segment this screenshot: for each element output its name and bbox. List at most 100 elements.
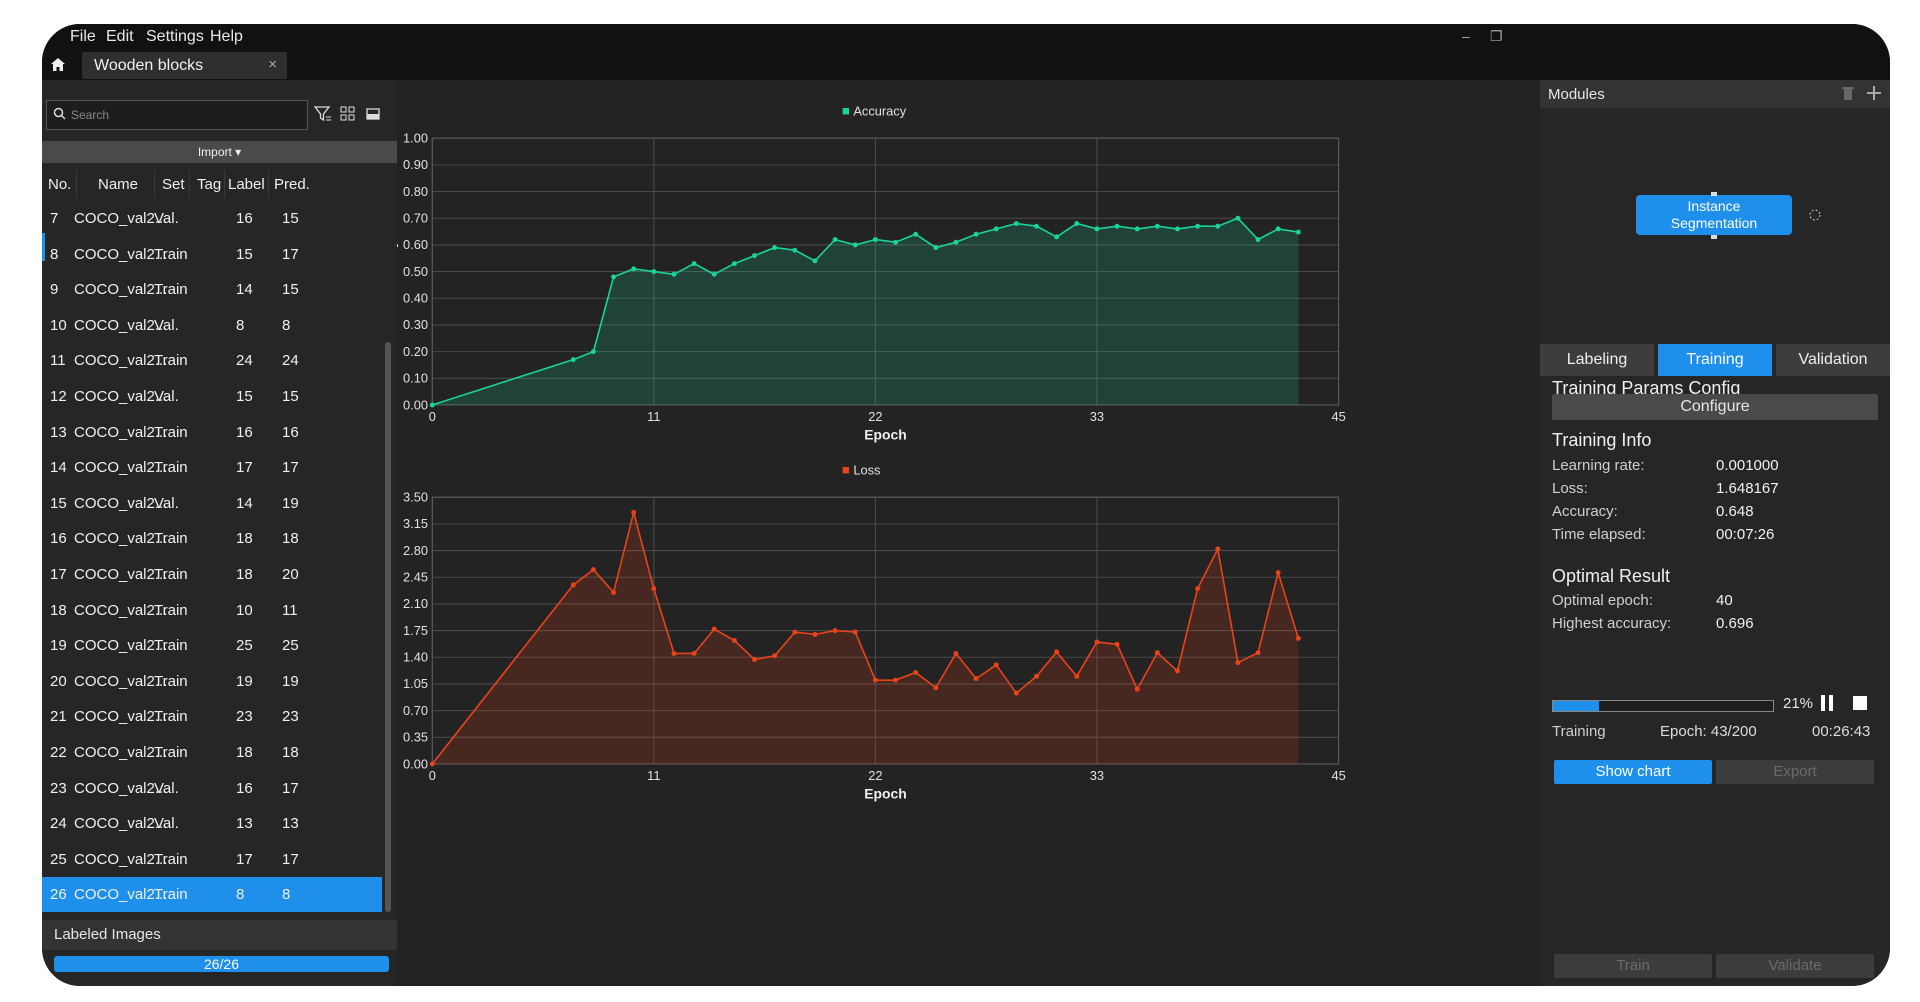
time-elapsed-value: 00:07:26 <box>1716 526 1775 543</box>
plot-frame <box>431 496 1340 765</box>
data-point <box>832 237 838 243</box>
pause-icon[interactable] <box>1820 694 1834 717</box>
row-number: 26 <box>50 886 67 904</box>
column-header-no[interactable]: No. <box>48 176 72 193</box>
menu-file[interactable]: File <box>70 28 96 45</box>
table-row[interactable]: 11 COCO_val2... Train 24 24 <box>42 343 382 378</box>
row-number: 25 <box>50 850 67 868</box>
tab-validation[interactable]: Validation <box>1776 344 1890 376</box>
module-node-line1: Instance <box>1687 198 1741 214</box>
row-set: Train <box>154 601 188 619</box>
table-row[interactable]: 22 COCO_val2... Train 18 18 <box>42 735 382 770</box>
restore-icon[interactable]: ❐ <box>1490 28 1503 44</box>
y-tick-label: 0.70 <box>403 210 428 225</box>
table-row[interactable]: 18 COCO_val2... Train 10 11 <box>42 593 382 628</box>
table-row[interactable]: 8 COCO_val2... Train 15 17 <box>42 237 382 272</box>
table-row[interactable]: 16 COCO_val2... Train 18 18 <box>42 521 382 556</box>
modules-header: Modules <box>1540 80 1890 108</box>
y-tick-label: 0.80 <box>403 184 428 199</box>
tab-labeling[interactable]: Labeling <box>1540 344 1654 376</box>
data-point <box>711 626 717 632</box>
filter-icon[interactable] <box>313 106 332 127</box>
data-point <box>651 269 657 275</box>
data-point <box>953 650 959 656</box>
learning-rate-label: Learning rate: <box>1552 457 1645 474</box>
export-button[interactable]: Export <box>1716 760 1874 784</box>
y-tick-label: 0.30 <box>403 317 428 332</box>
row-pred: 15 <box>282 388 299 405</box>
data-point <box>1134 226 1140 232</box>
table-row[interactable]: 19 COCO_val2... Train 25 25 <box>42 628 382 663</box>
table-row[interactable]: 15 COCO_val2... Val. 14 19 <box>42 486 382 521</box>
row-set: Train <box>154 352 188 370</box>
grid-view-icon[interactable] <box>340 106 356 127</box>
close-icon[interactable]: × <box>268 56 277 73</box>
train-button[interactable]: Train <box>1554 954 1712 978</box>
table-row[interactable]: 17 COCO_val2... Train 18 20 <box>42 557 382 592</box>
search-placeholder: Search <box>71 108 110 122</box>
minimize-icon[interactable]: – <box>1462 28 1470 44</box>
row-label: 14 <box>236 494 253 512</box>
row-number: 24 <box>50 815 67 833</box>
show-chart-button[interactable]: Show chart <box>1554 760 1712 784</box>
table-row[interactable]: 25 COCO_val2... Train 17 17 <box>42 842 382 877</box>
table-scrollbar[interactable] <box>385 342 391 912</box>
row-marker <box>42 233 45 261</box>
row-number: 8 <box>50 245 59 263</box>
table-row[interactable]: 21 COCO_val2... Train 23 23 <box>42 699 382 734</box>
column-header-pred[interactable]: Pred. <box>274 176 310 193</box>
project-tab[interactable]: Wooden blocks × <box>82 52 287 79</box>
stop-icon[interactable] <box>1852 695 1868 716</box>
row-label: 25 <box>236 637 253 655</box>
row-label: 16 <box>236 423 253 441</box>
table-row[interactable]: 10 COCO_val2... Val. 8 8 <box>42 308 382 343</box>
column-header-set[interactable]: Set <box>162 176 185 193</box>
row-pred: 8 <box>282 316 291 334</box>
row-pred: 18 <box>282 530 299 548</box>
table-row[interactable]: 20 COCO_val2... Train 19 19 <box>42 664 382 699</box>
menu-help[interactable]: Help <box>210 28 243 45</box>
data-point <box>570 582 576 588</box>
column-header-label[interactable]: Label <box>228 176 265 193</box>
y-tick-label: 1.05 <box>403 676 428 691</box>
y-tick-label: 2.10 <box>403 596 428 611</box>
data-point <box>752 657 758 663</box>
table-row[interactable]: 7 COCO_val2... Val. 16 15 <box>42 201 382 236</box>
search-input[interactable]: Search <box>46 100 308 130</box>
row-pred: 17 <box>282 245 299 263</box>
column-divider <box>268 170 269 198</box>
x-tick-label: 33 <box>1090 768 1104 783</box>
series-line <box>431 509 1300 765</box>
menu-edit[interactable]: Edit <box>106 28 134 45</box>
row-label: 8 <box>236 316 245 334</box>
x-axis-label: Epoch <box>864 785 906 801</box>
accuracy-value: 0.648 <box>1716 503 1754 520</box>
table-row[interactable]: 9 COCO_val2... Train 14 15 <box>42 272 382 307</box>
validate-button[interactable]: Validate <box>1716 954 1874 978</box>
x-tick-label: 22 <box>868 768 882 783</box>
instance-segmentation-module[interactable]: Instance Segmentation <box>1636 195 1792 235</box>
add-module-icon[interactable] <box>1866 85 1882 106</box>
table-row[interactable]: 12 COCO_val2... Val. 15 15 <box>42 379 382 414</box>
table-row[interactable]: 24 COCO_val2... Val. 13 13 <box>42 806 382 841</box>
row-label: 16 <box>236 210 253 227</box>
column-header-tag[interactable]: Tag <box>197 176 222 193</box>
eraser-icon[interactable] <box>364 106 382 127</box>
home-icon[interactable] <box>50 57 66 77</box>
table-row[interactable]: 23 COCO_val2... Val. 16 17 <box>42 771 382 806</box>
row-set: Train <box>154 245 188 263</box>
configure-button[interactable]: Configure <box>1552 394 1878 420</box>
table-row[interactable]: 13 COCO_val2... Train 16 16 <box>42 415 382 450</box>
tab-training[interactable]: Training <box>1658 344 1772 376</box>
table-row[interactable]: 26 COCO_val2... Train 8 8 <box>42 877 382 913</box>
table-row[interactable]: 14 COCO_val2... Train 17 17 <box>42 450 382 485</box>
import-button[interactable]: Import ▾ <box>42 141 397 163</box>
y-tick-label: 1.75 <box>403 623 428 638</box>
data-point <box>611 589 617 595</box>
menu-settings[interactable]: Settings <box>146 28 204 45</box>
y-tick-label: 0.90 <box>403 157 428 172</box>
data-point <box>933 685 939 691</box>
column-header-name[interactable]: Name <box>98 176 139 193</box>
data-point <box>1235 660 1241 666</box>
trash-icon[interactable] <box>1842 86 1854 106</box>
